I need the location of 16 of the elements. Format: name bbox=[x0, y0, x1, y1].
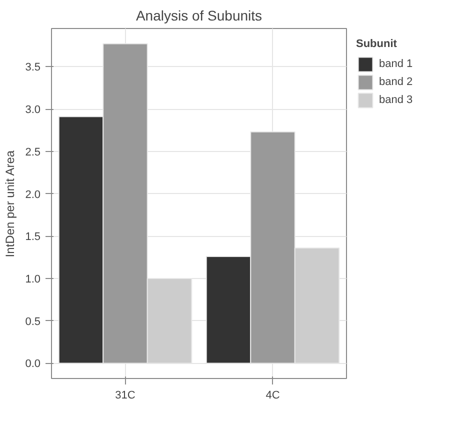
y-tick-label: 0.5 bbox=[25, 316, 41, 328]
y-axis-title: IntDen per unit Area bbox=[3, 150, 18, 258]
y-tick-label: 3.5 bbox=[25, 62, 41, 74]
x-tick-label: 4C bbox=[266, 390, 280, 402]
legend-label: band 3 bbox=[379, 94, 413, 106]
y-tick-label: 3.0 bbox=[25, 104, 41, 116]
y-tick-label: 2.0 bbox=[25, 188, 41, 201]
y-tick-label: 1.0 bbox=[25, 274, 41, 286]
y-tick-label: 2.5 bbox=[25, 146, 41, 158]
legend-title: Subunit bbox=[356, 38, 398, 50]
y-tick-label: 1.5 bbox=[25, 231, 41, 244]
chart-title: Analysis of Subunits bbox=[136, 8, 262, 24]
x-tick-label: 31C bbox=[115, 390, 136, 402]
legend-label: band 2 bbox=[379, 76, 413, 88]
y-tick-label: 0.0 bbox=[25, 358, 41, 370]
legend-label: band 1 bbox=[379, 58, 413, 70]
